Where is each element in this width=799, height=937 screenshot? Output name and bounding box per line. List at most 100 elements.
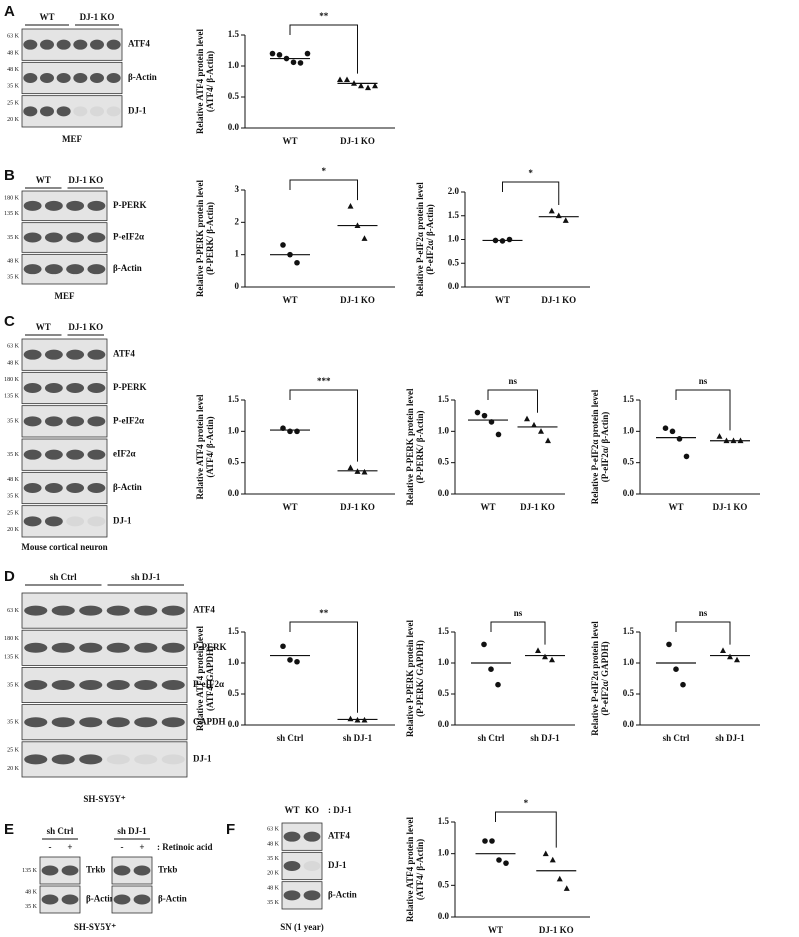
data-point xyxy=(347,464,354,471)
blot-band xyxy=(51,642,75,653)
band-label: DJ-1 xyxy=(193,753,212,763)
blot-band xyxy=(24,717,48,728)
x-tick-label: DJ-1 KO xyxy=(340,136,375,146)
data-point xyxy=(294,658,300,665)
blot-band xyxy=(87,349,106,360)
size-marker: 35 K xyxy=(7,235,20,241)
x-tick-label: DJ-1 KO xyxy=(340,502,375,512)
band-label: DJ-1 xyxy=(328,860,347,870)
y-tick-label: 0.0 xyxy=(228,719,240,729)
size-marker: 63 K xyxy=(267,827,280,833)
significance-bracket xyxy=(502,181,560,205)
group-label: sh DJ-1 xyxy=(117,826,147,836)
size-marker: 63 K xyxy=(7,608,20,614)
blot-band xyxy=(44,349,63,360)
x-tick-label: sh DJ-1 xyxy=(530,733,560,743)
blot-strip xyxy=(21,592,188,629)
panel-letter: B xyxy=(4,167,15,184)
significance-bracket xyxy=(490,621,546,645)
blot-band xyxy=(79,754,103,765)
group-label: KO xyxy=(305,805,319,815)
y-tick-label: 1.0 xyxy=(623,657,635,667)
blot-strip xyxy=(21,28,123,61)
group-label: WT xyxy=(36,322,51,332)
significance-bracket xyxy=(487,389,538,413)
data-point xyxy=(280,242,286,248)
group-label: sh DJ-1 xyxy=(131,572,161,582)
y-tick-label: 1.5 xyxy=(438,816,450,826)
band-label: ATF4 xyxy=(113,349,135,359)
blot-caption: MEF xyxy=(62,134,82,144)
y-tick-label: 1.5 xyxy=(438,394,450,404)
blot-band xyxy=(51,754,75,765)
blot-strip xyxy=(21,704,188,741)
data-point xyxy=(563,885,570,891)
significance-label: * xyxy=(524,798,529,808)
data-point xyxy=(297,60,304,66)
y-axis-label: Relative P-PERK protein level xyxy=(405,388,415,506)
significance-bracket xyxy=(289,179,358,201)
band-label: ATF4 xyxy=(193,605,215,615)
blot-band xyxy=(161,642,185,653)
blot-band xyxy=(134,642,158,653)
blot-band xyxy=(303,890,321,901)
y-axis-label: (P-eIF2α/ β-Actin) xyxy=(425,204,435,275)
data-point xyxy=(669,428,676,435)
blot-strip xyxy=(21,61,123,95)
band-label: β-Actin xyxy=(113,263,142,273)
blot-band xyxy=(44,264,63,275)
significance-label: ns xyxy=(508,376,517,386)
blot-band xyxy=(79,605,103,616)
band-label: ATF4 xyxy=(128,39,150,49)
x-tick-label: DJ-1 KO xyxy=(340,295,375,305)
data-point xyxy=(662,425,669,432)
y-tick-label: 0.5 xyxy=(623,457,635,467)
band-label: GAPDH xyxy=(193,716,226,726)
y-axis-label: (ATF4/ β-Actin) xyxy=(205,51,215,112)
data-point xyxy=(337,76,343,83)
blot-band xyxy=(161,717,185,728)
blot-band xyxy=(161,680,185,690)
blot-band xyxy=(90,39,104,50)
blot-band xyxy=(23,106,38,117)
blot-band xyxy=(23,349,42,360)
data-point xyxy=(287,657,293,663)
blot-band xyxy=(66,483,85,493)
blot-band xyxy=(283,831,301,842)
blot-band xyxy=(51,717,75,728)
blot-band xyxy=(23,449,42,460)
blot-band xyxy=(283,890,301,901)
blot-band xyxy=(40,106,54,117)
data-point xyxy=(489,838,495,844)
band-label: DJ-1 xyxy=(113,515,132,525)
data-point xyxy=(347,202,354,209)
blot-band xyxy=(161,605,185,616)
band-label: Trkb xyxy=(158,865,177,875)
blot-band xyxy=(106,605,130,616)
blot-band xyxy=(73,73,88,83)
blot-band xyxy=(87,449,106,460)
size-marker: 180 K xyxy=(4,636,20,642)
blot-band xyxy=(106,73,121,83)
size-marker: 48 K xyxy=(7,477,20,483)
data-point xyxy=(720,647,726,653)
band-label: DJ-1 xyxy=(128,105,147,115)
blot-band xyxy=(44,200,63,211)
data-point xyxy=(347,715,354,722)
y-tick-label: 1.0 xyxy=(623,425,635,435)
band-label: β-Actin xyxy=(128,72,157,82)
blot-band xyxy=(66,232,85,243)
band-label: β-Actin xyxy=(86,894,115,904)
y-axis-label: (ATF4/ β-Actin) xyxy=(415,839,425,900)
band-label: P-eIF2α xyxy=(113,232,144,242)
blot-band xyxy=(44,449,63,460)
y-tick-label: 0.5 xyxy=(228,688,240,698)
size-marker: 180 K xyxy=(4,195,20,201)
blot-strip xyxy=(21,95,123,128)
data-point xyxy=(496,857,502,863)
blot-band xyxy=(106,680,130,690)
panel-letter: E xyxy=(4,821,14,838)
size-marker: 48 K xyxy=(267,841,280,847)
blot-band xyxy=(44,516,63,527)
data-point xyxy=(555,212,562,219)
